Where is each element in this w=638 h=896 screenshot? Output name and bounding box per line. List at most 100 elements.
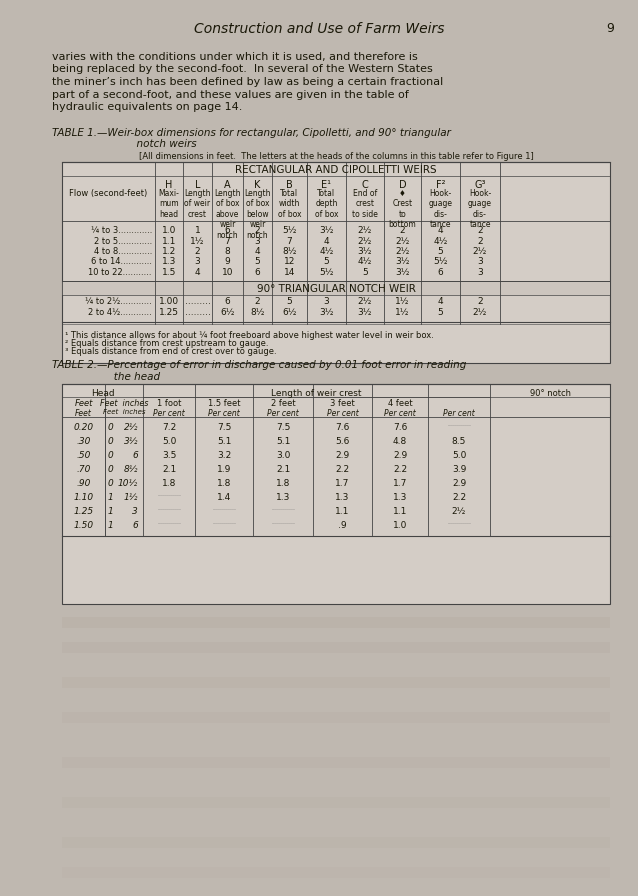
Bar [62, 384, 610, 605]
Text: 8: 8 [225, 247, 230, 256]
Text: varies with the conditions under which it is used, and therefore is: varies with the conditions under which i… [52, 52, 418, 62]
Text: 1.3: 1.3 [162, 257, 176, 266]
Text: 4 feet: 4 feet [388, 400, 412, 409]
Text: 1½: 1½ [190, 237, 205, 246]
Bar [62, 867, 610, 878]
Text: ............: ............ [157, 521, 181, 525]
Text: 1: 1 [108, 521, 114, 530]
Text: the head: the head [52, 372, 160, 382]
Text: .90: .90 [77, 478, 91, 487]
Text: 6: 6 [225, 226, 230, 235]
Text: 0: 0 [108, 478, 114, 487]
Text: B: B [286, 180, 293, 190]
Text: [All dimensions in feet.  The letters at the heads of the columns in this table : [All dimensions in feet. The letters at … [138, 152, 533, 161]
Text: 1.8: 1.8 [162, 478, 176, 487]
Text: part of a second-foot, and these values are given in the table of: part of a second-foot, and these values … [52, 90, 409, 99]
Text: 7.6: 7.6 [336, 423, 350, 432]
Text: RECTANGULAR AND CIPOLLETTI WEIRS: RECTANGULAR AND CIPOLLETTI WEIRS [235, 165, 437, 175]
Text: 4: 4 [255, 247, 260, 256]
Text: 2: 2 [255, 297, 260, 306]
Text: 1.0: 1.0 [162, 226, 176, 235]
Text: 5.0: 5.0 [452, 451, 466, 460]
Text: Flow (second-feet): Flow (second-feet) [70, 189, 147, 198]
Text: ............: ............ [157, 506, 181, 512]
Bar [62, 642, 610, 653]
Text: 90° notch: 90° notch [530, 389, 570, 398]
Text: 5.1: 5.1 [217, 436, 231, 445]
Text: 1.1: 1.1 [393, 506, 407, 515]
Text: G³: G³ [474, 180, 486, 190]
Text: 4.8: 4.8 [393, 436, 407, 445]
Text: 5: 5 [438, 308, 443, 317]
Text: Maxi-
mum
head: Maxi- mum head [159, 189, 179, 219]
Text: ² Equals distance from crest upstream to gauge.: ² Equals distance from crest upstream to… [65, 339, 269, 348]
Text: 8.5: 8.5 [452, 436, 466, 445]
Text: notch weirs: notch weirs [52, 139, 197, 149]
Text: End of
crest
to side: End of crest to side [352, 189, 378, 219]
Bar [62, 162, 610, 363]
Text: 5.0: 5.0 [162, 436, 176, 445]
Bar [62, 712, 610, 723]
Text: 2½: 2½ [396, 247, 410, 256]
Text: 1.5 feet: 1.5 feet [208, 400, 241, 409]
Text: Per cent: Per cent [327, 409, 359, 418]
Text: 7.6: 7.6 [393, 423, 407, 432]
Text: 3½: 3½ [396, 257, 410, 266]
Text: TABLE 2.—Percentage of error in discharge caused by 0.01 foot error in reading: TABLE 2.—Percentage of error in discharg… [52, 360, 466, 371]
Text: 0: 0 [108, 464, 114, 473]
Text: 1.10: 1.10 [73, 493, 94, 502]
Text: 7.5: 7.5 [217, 423, 231, 432]
Text: 2.1: 2.1 [276, 464, 290, 473]
Text: the miner’s inch has been defined by law as being a certain fractional: the miner’s inch has been defined by law… [52, 77, 443, 87]
Text: 1.25: 1.25 [159, 308, 179, 317]
Text: 5½: 5½ [282, 226, 297, 235]
Text: 6½: 6½ [282, 308, 297, 317]
Bar [62, 837, 610, 848]
Text: Length
of box
below
weir
notch: Length of box below weir notch [244, 189, 271, 239]
Text: 2 feet: 2 feet [271, 400, 295, 409]
Text: 1.7: 1.7 [393, 478, 407, 487]
Text: Total
width
of box: Total width of box [278, 189, 301, 219]
Text: ¼ to 2½............: ¼ to 2½............ [85, 297, 152, 306]
Text: 1.00: 1.00 [159, 297, 179, 306]
Text: 1.7: 1.7 [336, 478, 350, 487]
Text: 14: 14 [284, 268, 295, 277]
Text: 2½: 2½ [473, 308, 487, 317]
Text: 3½: 3½ [358, 308, 372, 317]
Text: Feet: Feet [75, 409, 92, 418]
Text: 2½: 2½ [452, 506, 466, 515]
Text: 1.9: 1.9 [217, 464, 231, 473]
Text: 2½: 2½ [358, 237, 372, 246]
Text: Feet: Feet [74, 400, 93, 409]
Text: Head: Head [91, 389, 114, 398]
Text: Feet  inches: Feet inches [103, 409, 145, 415]
Text: 90° TRIANGULAR NOTCH WEIR: 90° TRIANGULAR NOTCH WEIR [256, 285, 415, 295]
Text: 2½: 2½ [473, 247, 487, 256]
Text: 1.5: 1.5 [162, 268, 176, 277]
Text: .50: .50 [77, 451, 91, 460]
Text: 4½: 4½ [319, 247, 334, 256]
Text: Feet  inches: Feet inches [100, 400, 148, 409]
Text: ............: ............ [212, 506, 236, 512]
Text: 2: 2 [477, 297, 483, 306]
Text: E¹: E¹ [322, 180, 332, 190]
Text: 3 feet: 3 feet [330, 400, 355, 409]
Text: 3.5: 3.5 [162, 451, 176, 460]
Text: 5: 5 [323, 257, 329, 266]
Text: 0: 0 [108, 423, 114, 432]
Text: 1.25: 1.25 [73, 506, 94, 515]
Text: 6½: 6½ [220, 308, 235, 317]
Text: C: C [362, 180, 368, 190]
Text: 3½: 3½ [358, 247, 372, 256]
Text: 2.9: 2.9 [336, 451, 350, 460]
Text: 8½: 8½ [250, 308, 265, 317]
Text: 1: 1 [108, 506, 114, 515]
Text: being replaced by the second-foot.  In several of the Western States: being replaced by the second-foot. In se… [52, 65, 433, 74]
Text: 4: 4 [195, 268, 200, 277]
Text: .........: ......... [184, 308, 211, 317]
Text: 3½: 3½ [319, 226, 334, 235]
Text: ³ Equals distance from end of crest over to gauge.: ³ Equals distance from end of crest over… [65, 347, 277, 356]
Text: 1.1: 1.1 [162, 237, 176, 246]
Text: 6: 6 [255, 268, 260, 277]
Text: ............: ............ [157, 493, 181, 497]
